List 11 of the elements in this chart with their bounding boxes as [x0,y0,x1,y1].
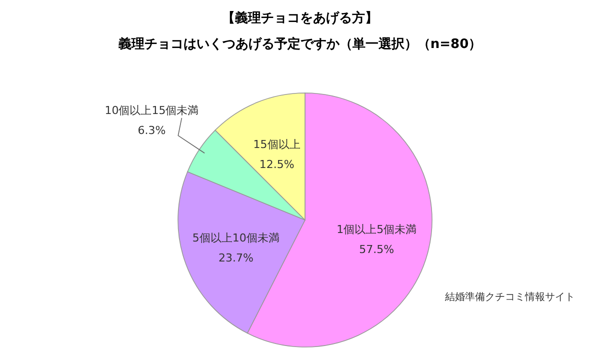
slice-label: 1個以上5個未満 [336,223,417,236]
text: 結婚準備クチコミ情報サイト [444,291,575,303]
chart-subtitle: 義理チョコはいくつあげる予定ですか（単一選択）（n=80） [117,36,482,52]
slice-label: 10個以上15個未満 [104,104,199,117]
chart-title: 【義理チョコをあげる方】 [222,10,378,26]
data-label: 23.7% [218,252,254,265]
data-label: 57.5% [359,243,394,256]
data-label: 6.3% [138,124,166,137]
data-label: 12.5% [259,158,294,171]
slice-label: 5個以上10個未満 [192,232,280,245]
slice-label: 15個以上 [253,138,300,151]
